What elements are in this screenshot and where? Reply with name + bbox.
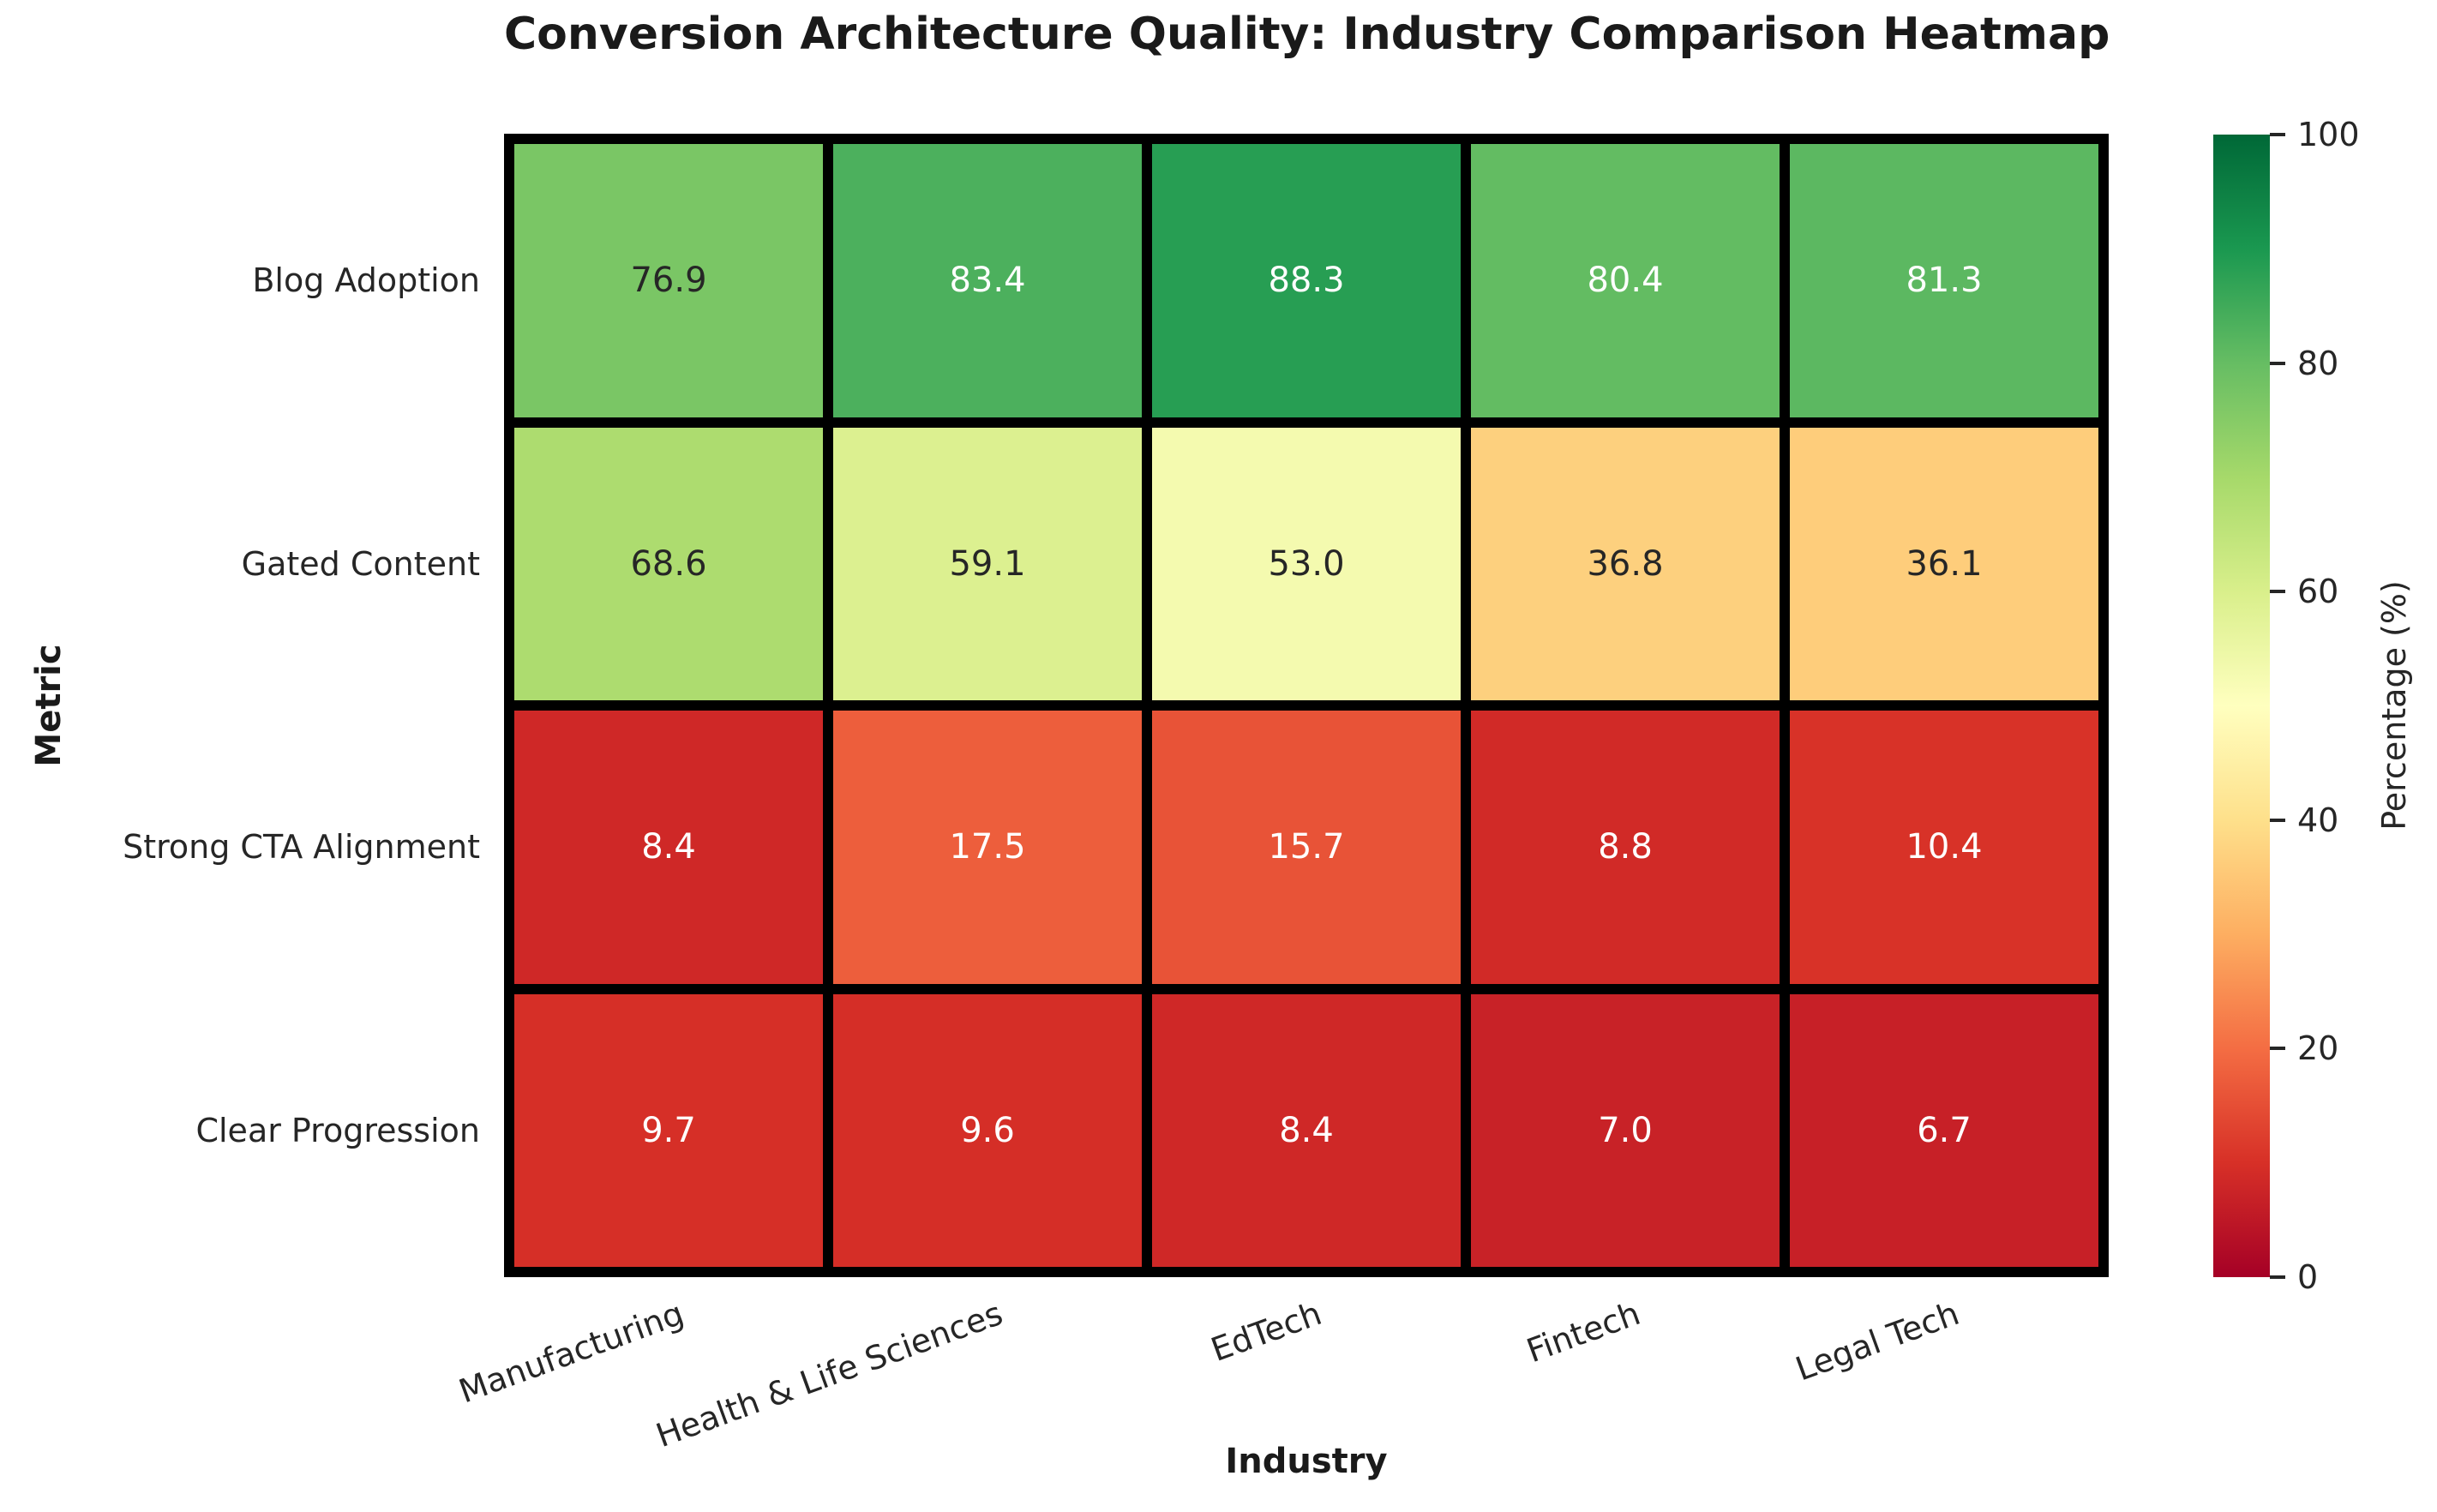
column-label: EdTech [1205, 1294, 1327, 1369]
cell-value: 15.7 [1268, 827, 1345, 867]
heatmap-cell: 88.3 [1152, 144, 1461, 417]
heatmap-cell: 68.6 [514, 427, 823, 700]
heatmap-cell: 6.7 [1790, 993, 2098, 1267]
column-label: Legal Tech [1790, 1294, 1965, 1389]
cell-value: 8.8 [1598, 827, 1653, 867]
colorbar-tick-label: 80 [2297, 344, 2339, 382]
heatmap-cell: 36.1 [1790, 427, 2098, 700]
cell-value: 7.0 [1598, 1110, 1653, 1150]
row-label: Strong CTA Alignment [123, 828, 480, 867]
heatmap-cell: 53.0 [1152, 427, 1461, 700]
colorbar-tick-mark [2270, 1047, 2285, 1051]
heatmap-cell: 36.8 [1471, 427, 1780, 700]
row-label: Clear Progression [195, 1111, 480, 1149]
column-label: Fintech [1522, 1294, 1646, 1371]
heatmap-cell: 10.4 [1790, 711, 2098, 984]
heatmap-cell: 81.3 [1790, 144, 2098, 417]
cell-value: 83.4 [949, 261, 1026, 301]
cell-value: 81.3 [1906, 261, 1983, 301]
cell-value: 59.1 [949, 543, 1026, 584]
heatmap-cell: 8.8 [1471, 711, 1780, 984]
colorbar-gradient [2213, 135, 2270, 1277]
colorbar-tick-label: 40 [2297, 801, 2339, 839]
cell-value: 8.4 [1279, 1110, 1334, 1150]
heatmap-cell: 59.1 [833, 427, 1142, 700]
cell-value: 80.4 [1587, 261, 1664, 301]
cell-value: 76.9 [630, 261, 707, 301]
cell-value: 88.3 [1268, 261, 1345, 301]
y-axis-title: Metric [29, 644, 69, 767]
cell-value: 10.4 [1906, 827, 1983, 867]
colorbar-tick-mark [2270, 590, 2285, 594]
colorbar-tick-label: 0 [2297, 1258, 2319, 1296]
cell-value: 36.8 [1587, 543, 1664, 584]
chart-title: Conversion Architecture Quality: Industr… [504, 9, 2110, 60]
heatmap-cell: 76.9 [514, 144, 823, 417]
cell-value: 9.6 [960, 1110, 1015, 1150]
row-label: Blog Adoption [252, 261, 480, 300]
heatmap-grid: 76.9 83.4 88.3 80.4 81.3 68.6 59.1 53.0 36.8 36.1… [504, 134, 2109, 1277]
cell-value: 68.6 [630, 543, 707, 584]
colorbar-tick-mark [2270, 361, 2285, 365]
heatmap-cell: 9.6 [833, 993, 1142, 1267]
heatmap-cell: 7.0 [1471, 993, 1780, 1267]
heatmap-cell: 80.4 [1471, 144, 1780, 417]
cell-value: 53.0 [1268, 543, 1345, 584]
colorbar-tick-label: 60 [2297, 573, 2339, 611]
colorbar-tick-label: 20 [2297, 1029, 2339, 1068]
x-axis-title: Industry [1225, 1442, 1388, 1481]
heatmap-cell: 8.4 [1152, 993, 1461, 1267]
heatmap-cell: 8.4 [514, 711, 823, 984]
colorbar-tick-mark [2270, 133, 2285, 136]
heatmap-cell: 17.5 [833, 711, 1142, 984]
heatmap-cell: 9.7 [514, 993, 823, 1267]
colorbar-tick-mark [2270, 1275, 2285, 1279]
column-label: Manufacturing [453, 1294, 689, 1411]
colorbar-tick-mark [2270, 818, 2285, 822]
column-label: Health & Life Sciences [651, 1294, 1008, 1455]
cell-value: 17.5 [949, 827, 1026, 867]
cell-value: 36.1 [1906, 543, 1983, 584]
cell-value: 6.7 [1917, 1110, 1972, 1150]
colorbar-title: Percentage (%) [2375, 580, 2413, 831]
heatmap-cell: 83.4 [833, 144, 1142, 417]
cell-value: 9.7 [641, 1110, 696, 1150]
row-label: Gated Content [241, 544, 480, 583]
colorbar-tick-label: 100 [2297, 116, 2360, 153]
heatmap-cell: 15.7 [1152, 711, 1461, 984]
cell-value: 8.4 [641, 827, 696, 867]
